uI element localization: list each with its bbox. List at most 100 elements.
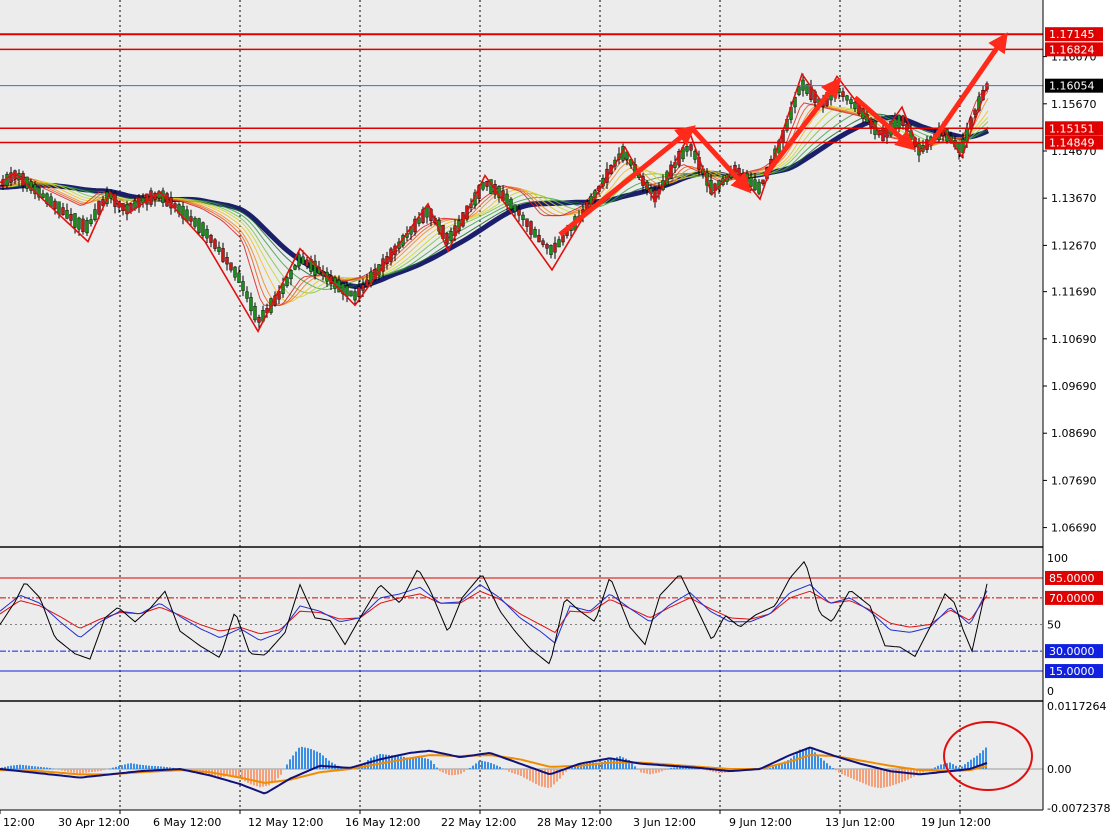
price-tag-box bbox=[1045, 42, 1103, 57]
candle-body bbox=[101, 199, 105, 206]
macd-histogram-bar bbox=[475, 763, 477, 769]
macd-histogram-bar bbox=[808, 747, 810, 769]
macd-histogram-bar bbox=[949, 762, 951, 769]
macd-histogram-bar bbox=[865, 769, 867, 785]
macd-histogram-bar bbox=[499, 766, 501, 769]
candle-body bbox=[237, 272, 241, 284]
macd-histogram-bar bbox=[394, 755, 396, 769]
candle-body bbox=[77, 217, 81, 230]
macd-histogram-bar bbox=[556, 769, 558, 782]
macd-histogram-bar bbox=[316, 751, 318, 769]
macd-histogram-bar bbox=[10, 765, 12, 769]
macd-histogram-bar bbox=[325, 758, 327, 769]
trend-arrow-4 bbox=[927, 32, 1008, 147]
candle-body bbox=[541, 240, 545, 245]
time-tick-label: 12 May 12:00 bbox=[248, 816, 323, 829]
candle-body bbox=[37, 187, 41, 198]
macd-histogram-bar bbox=[481, 760, 483, 769]
macd-histogram-bar bbox=[694, 768, 696, 769]
price-panel[interactable] bbox=[0, 0, 1043, 546]
macd-histogram-bar bbox=[640, 769, 642, 773]
macd-histogram-bar bbox=[508, 769, 510, 772]
candle-body bbox=[193, 217, 197, 227]
stoch-d-line bbox=[0, 583, 988, 644]
stoch-tag-box bbox=[1045, 570, 1103, 585]
macd-histogram-bar bbox=[541, 769, 543, 787]
macd-histogram-bar bbox=[559, 769, 561, 779]
macd-histogram-bar bbox=[259, 769, 261, 788]
macd-histogram-bar bbox=[589, 762, 591, 769]
macd-histogram-bar bbox=[70, 769, 72, 773]
macd-histogram-bar bbox=[463, 769, 465, 772]
candle-body bbox=[233, 266, 237, 278]
price-tick-label: 1.13670 bbox=[1051, 192, 1097, 205]
macd-histogram-bar bbox=[301, 746, 303, 769]
macd-histogram-bar bbox=[382, 754, 384, 769]
macd-histogram-bar bbox=[88, 769, 90, 773]
candle-body bbox=[761, 179, 765, 185]
candle-body bbox=[693, 151, 697, 160]
candle-body bbox=[525, 218, 529, 227]
candle-body bbox=[413, 218, 417, 233]
macd-histogram-bar bbox=[823, 760, 825, 769]
macd-histogram-bar bbox=[850, 769, 852, 779]
macd-histogram-bar bbox=[982, 750, 984, 769]
macd-histogram-bar bbox=[583, 763, 585, 769]
macd-histogram-bar bbox=[490, 762, 492, 769]
macd-histogram-bar bbox=[460, 769, 462, 774]
macd-histogram-bar bbox=[856, 769, 858, 781]
macd-histogram-bar bbox=[976, 755, 978, 769]
macd-histogram-bar bbox=[400, 756, 402, 769]
macd-histogram-bar bbox=[631, 762, 633, 769]
macd-histogram-bar bbox=[952, 764, 954, 769]
candle-body bbox=[481, 181, 485, 190]
macd-histogram-bar bbox=[550, 769, 552, 788]
candle-body bbox=[257, 316, 261, 323]
macd-histogram-bar bbox=[946, 763, 948, 769]
macd-histogram-bar bbox=[241, 769, 243, 780]
stoch-tag-label: 70.0000 bbox=[1049, 592, 1095, 605]
candle-body bbox=[69, 214, 73, 221]
candle-body bbox=[241, 281, 245, 291]
macd-histogram-bar bbox=[709, 769, 711, 772]
time-tick-label: 16 May 12:00 bbox=[345, 816, 420, 829]
macd-histogram-bar bbox=[703, 769, 705, 770]
macd-histogram-bar bbox=[901, 769, 903, 783]
macd-histogram-bar bbox=[943, 763, 945, 769]
macd-histogram-bar bbox=[412, 757, 414, 769]
macd-histogram-bar bbox=[487, 762, 489, 769]
macd-histogram-bar bbox=[676, 767, 678, 769]
macd-histogram-bar bbox=[466, 769, 468, 770]
macd-histogram-bar bbox=[247, 769, 249, 783]
macd-histogram-bar bbox=[511, 769, 513, 773]
macd-histogram-bar bbox=[448, 769, 450, 776]
macd-histogram-bar bbox=[124, 764, 126, 769]
macd-histogram-bar bbox=[889, 769, 891, 787]
macd-histogram-bar bbox=[439, 769, 441, 772]
stochastic-plot bbox=[0, 560, 1043, 672]
macd-histogram-bar bbox=[841, 769, 843, 775]
candle-body bbox=[685, 146, 689, 152]
macd-histogram-bar bbox=[796, 752, 798, 769]
macd-histogram-bar bbox=[94, 769, 96, 772]
macd-histogram-bar bbox=[793, 755, 795, 769]
macd-histogram-bar bbox=[151, 765, 153, 769]
candle-body bbox=[213, 239, 217, 249]
trend-arrow-2 bbox=[763, 77, 842, 178]
macd-histogram-bar bbox=[799, 749, 801, 769]
macd-histogram-bar bbox=[103, 769, 105, 771]
candle-body bbox=[805, 84, 809, 94]
macd-histogram-bar bbox=[781, 762, 783, 769]
macd-histogram-bar bbox=[244, 769, 246, 782]
macd-panel[interactable] bbox=[0, 702, 1043, 810]
price-tick-label: 1.10690 bbox=[1051, 333, 1097, 346]
macd-histogram-bar bbox=[235, 769, 237, 778]
macd-histogram-bar bbox=[427, 758, 429, 769]
macd-histogram-bar bbox=[505, 769, 507, 771]
trend-arrow-1 bbox=[690, 126, 752, 194]
macd-histogram-bar bbox=[667, 768, 669, 770]
axes: 1.166701.156701.146701.136701.126701.116… bbox=[0, 27, 1110, 829]
macd-histogram-bar bbox=[376, 755, 378, 769]
macd-histogram-bar bbox=[49, 767, 51, 769]
